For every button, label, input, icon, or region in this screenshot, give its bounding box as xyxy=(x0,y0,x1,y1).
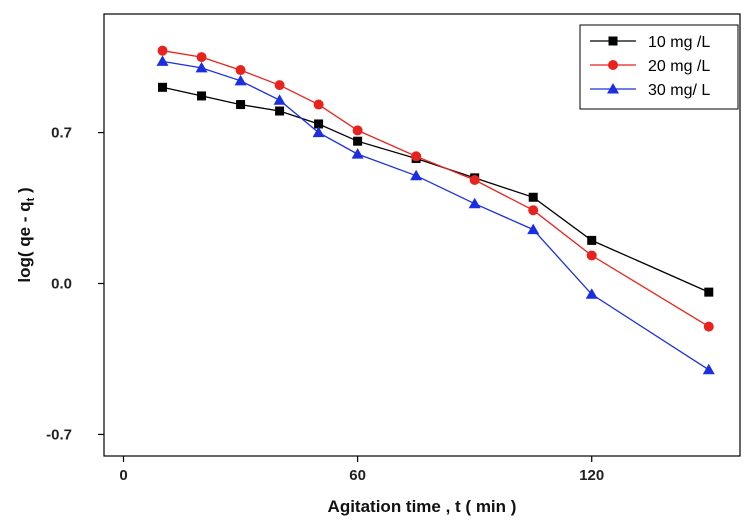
series-line xyxy=(162,86,710,293)
legend-box xyxy=(579,24,739,110)
data-point xyxy=(528,205,539,216)
data-point xyxy=(468,197,481,209)
legend-item: 10 mg /L xyxy=(590,34,710,51)
data-point xyxy=(195,61,208,73)
data-point xyxy=(410,169,423,181)
data-point xyxy=(469,175,480,186)
legend: 10 mg /L 20 mg /L 30 mg/ L xyxy=(579,24,739,110)
y-axis-title-end: ) xyxy=(15,187,34,197)
data-point xyxy=(158,82,168,92)
legend-item: 20 mg /L xyxy=(590,58,710,75)
legend-marker xyxy=(607,83,619,94)
data-point xyxy=(702,363,715,375)
axis-ticks: 0 60 120 -0.7 0.0 0.7 xyxy=(46,125,604,484)
plot-frame xyxy=(103,13,741,457)
series-1 xyxy=(158,82,714,297)
data-point xyxy=(156,55,169,66)
data-point xyxy=(197,91,207,101)
x-tick-label: 60 xyxy=(349,467,366,484)
series-3 xyxy=(156,55,715,375)
legend-marker xyxy=(608,60,618,70)
legend-marker xyxy=(608,36,618,46)
y-axis-title-main: log( qe - q xyxy=(15,201,34,282)
data-point xyxy=(587,235,597,245)
data-point xyxy=(585,288,598,299)
data-point xyxy=(704,287,714,297)
x-tick-label: 120 xyxy=(579,467,604,484)
data-point xyxy=(528,192,538,202)
data-point xyxy=(274,80,285,91)
y-tick-label: 0.7 xyxy=(51,125,72,142)
legend-label: 30 mg/ L xyxy=(648,82,710,99)
legend-item: 30 mg/ L xyxy=(590,82,710,99)
data-point xyxy=(312,126,325,138)
y-tick-label: -0.7 xyxy=(46,426,72,443)
data-point xyxy=(314,119,324,129)
data-point xyxy=(527,223,540,235)
series-2 xyxy=(157,45,714,332)
x-tick-label: 0 xyxy=(119,467,127,484)
data-point xyxy=(196,52,207,63)
legend-label: 20 mg /L xyxy=(648,58,710,75)
data-point xyxy=(234,74,247,86)
data-point xyxy=(703,321,714,332)
x-axis-title: Agitation time , t ( min ) xyxy=(328,497,517,516)
y-tick-label: 0.0 xyxy=(51,276,72,293)
y-axis-title: log( qe - qt ) xyxy=(15,187,37,282)
data-point xyxy=(411,151,422,162)
data-point xyxy=(235,65,246,76)
data-point xyxy=(586,250,597,261)
data-point xyxy=(157,45,168,56)
legend-label: 10 mg /L xyxy=(648,34,710,51)
data-point xyxy=(236,100,246,110)
data-point xyxy=(275,106,285,116)
y-axis-title-subscript: t xyxy=(25,197,37,201)
data-point xyxy=(273,94,286,105)
data-point xyxy=(352,125,363,136)
data-point xyxy=(313,99,324,110)
series-layer xyxy=(156,45,715,375)
data-point xyxy=(351,148,364,159)
data-point xyxy=(353,136,363,146)
